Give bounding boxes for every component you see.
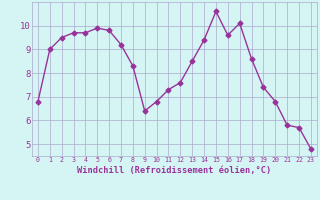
X-axis label: Windchill (Refroidissement éolien,°C): Windchill (Refroidissement éolien,°C) (77, 166, 272, 175)
